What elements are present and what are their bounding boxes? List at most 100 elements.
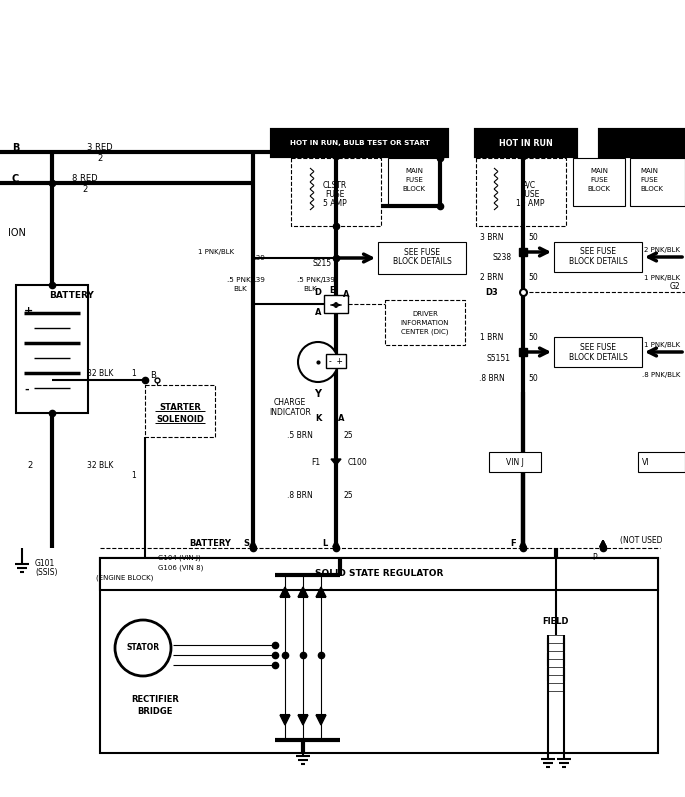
Text: SEE FUSE: SEE FUSE: [580, 343, 616, 351]
Text: G2: G2: [669, 281, 680, 290]
Polygon shape: [298, 587, 308, 597]
Text: FUSE: FUSE: [590, 177, 608, 183]
Polygon shape: [316, 715, 326, 725]
Bar: [100, 558, 658, 590]
Text: 32 BLK: 32 BLK: [87, 368, 113, 378]
Text: 1 BRN: 1 BRN: [480, 332, 503, 341]
Bar: [326, 354, 346, 368]
Polygon shape: [298, 715, 308, 725]
Bar: [16, 285, 88, 413]
Text: A: A: [314, 308, 321, 316]
Text: (NOT USED: (NOT USED: [620, 536, 662, 544]
Text: (SSIS): (SSIS): [35, 567, 58, 576]
Text: BLOCK DETAILS: BLOCK DETAILS: [569, 352, 627, 362]
Bar: [573, 158, 625, 206]
Text: .8 BRN: .8 BRN: [287, 490, 313, 500]
Text: (ENGINE BLOCK): (ENGINE BLOCK): [97, 575, 153, 581]
Text: 3 RED: 3 RED: [87, 143, 113, 151]
Text: 50: 50: [528, 233, 538, 241]
Text: FIELD: FIELD: [543, 618, 569, 626]
Circle shape: [115, 620, 171, 676]
Text: K: K: [315, 414, 321, 422]
Text: C100: C100: [348, 457, 368, 466]
Text: INFORMATION: INFORMATION: [401, 320, 449, 326]
Text: HOT IN RUN, BULB TEST OR START: HOT IN RUN, BULB TEST OR START: [290, 140, 429, 146]
Text: FUSE: FUSE: [521, 190, 540, 198]
Text: SOLID STATE REGULATOR: SOLID STATE REGULATOR: [315, 570, 443, 579]
Bar: [476, 158, 566, 226]
Bar: [100, 558, 658, 753]
Text: STATOR: STATOR: [127, 643, 160, 653]
Text: S215: S215: [312, 260, 332, 269]
Text: D: D: [314, 288, 321, 296]
Bar: [145, 385, 215, 437]
Text: 50: 50: [528, 374, 538, 383]
Bar: [476, 130, 576, 156]
Text: -  +: - +: [329, 356, 343, 366]
Text: F1: F1: [311, 457, 320, 466]
Text: S: S: [243, 539, 249, 548]
Text: 1 PNK/BLK: 1 PNK/BLK: [198, 249, 234, 255]
Text: 2 BRN: 2 BRN: [480, 273, 503, 282]
Text: CHARGE: CHARGE: [274, 398, 306, 406]
Bar: [385, 300, 465, 345]
Text: 25: 25: [343, 490, 353, 500]
Text: A/C: A/C: [523, 180, 536, 190]
Text: INDICATOR: INDICATOR: [269, 407, 311, 417]
Text: VI: VI: [642, 457, 649, 466]
Text: 139: 139: [321, 277, 335, 283]
Text: A: A: [338, 414, 345, 422]
Bar: [554, 242, 642, 272]
Text: B: B: [12, 143, 19, 153]
Text: .5 PNK/: .5 PNK/: [227, 277, 253, 283]
Text: 8 RED: 8 RED: [72, 174, 98, 183]
Text: BLOCK: BLOCK: [640, 186, 663, 192]
Text: MAIN: MAIN: [590, 168, 608, 174]
Text: G106 (VIN 8): G106 (VIN 8): [158, 565, 203, 571]
Text: 3 BRN: 3 BRN: [480, 233, 503, 241]
Text: SEE FUSE: SEE FUSE: [580, 246, 616, 256]
Text: 25: 25: [343, 430, 353, 439]
Bar: [272, 130, 447, 156]
Text: 2 PNK/BLK: 2 PNK/BLK: [644, 247, 680, 253]
Text: BLOCK: BLOCK: [403, 186, 425, 192]
Text: 1: 1: [132, 368, 136, 378]
Polygon shape: [280, 715, 290, 725]
Text: BLOCK: BLOCK: [588, 186, 610, 192]
Text: BLOCK DETAILS: BLOCK DETAILS: [393, 257, 451, 266]
Text: MAIN: MAIN: [405, 168, 423, 174]
Bar: [388, 158, 440, 206]
Text: G104 (VIN J): G104 (VIN J): [158, 555, 201, 561]
Bar: [554, 337, 642, 367]
Text: 2: 2: [27, 461, 33, 469]
Text: 1 PNK/BLK: 1 PNK/BLK: [644, 275, 680, 281]
Text: +: +: [24, 306, 34, 316]
Text: DRIVER: DRIVER: [412, 311, 438, 317]
Circle shape: [298, 342, 338, 382]
Text: D3: D3: [486, 288, 499, 296]
Text: -: -: [24, 385, 29, 395]
Text: MAIN: MAIN: [640, 168, 658, 174]
Polygon shape: [280, 587, 290, 597]
Text: FUSE: FUSE: [405, 177, 423, 183]
Bar: [630, 158, 685, 206]
Text: .8 BRN: .8 BRN: [479, 374, 505, 383]
Text: FUSE: FUSE: [325, 190, 345, 198]
Text: 50: 50: [528, 332, 538, 341]
Text: 139: 139: [251, 255, 265, 261]
Text: BLK: BLK: [233, 286, 247, 292]
Text: HOT IN RUN: HOT IN RUN: [499, 139, 553, 147]
Text: A: A: [342, 289, 349, 299]
Text: 1: 1: [132, 470, 136, 480]
Text: BATTERY: BATTERY: [189, 539, 231, 548]
Text: ION: ION: [8, 228, 26, 238]
Text: 5 AMP: 5 AMP: [323, 198, 347, 207]
Text: BLOCK DETAILS: BLOCK DETAILS: [569, 257, 627, 265]
Text: SOLENOID: SOLENOID: [156, 414, 204, 423]
Polygon shape: [316, 587, 326, 597]
Polygon shape: [331, 459, 341, 465]
Text: .5 BRN: .5 BRN: [287, 430, 313, 439]
Text: 139: 139: [251, 277, 265, 283]
Text: L: L: [323, 539, 327, 548]
Text: .8 PNK/BLK: .8 PNK/BLK: [642, 372, 680, 378]
